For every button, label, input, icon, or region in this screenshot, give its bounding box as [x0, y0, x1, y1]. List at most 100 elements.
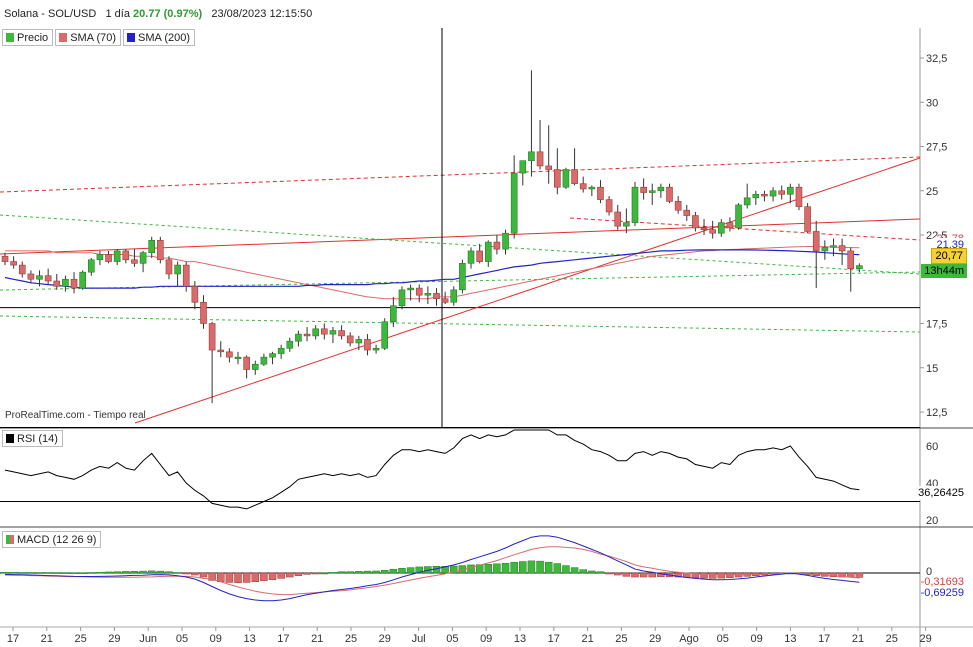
macd-hist-bar — [484, 563, 493, 574]
macd-hist-bar — [553, 563, 562, 574]
legend-macd-label: MACD (12 26 9) — [17, 533, 97, 546]
x-tick-label: 21 — [581, 633, 593, 645]
candle-body — [260, 356, 268, 365]
candle-body — [372, 347, 380, 351]
y-tick-label: 25 — [926, 186, 938, 198]
y-tick-label: 12,5 — [926, 407, 947, 419]
x-tick-label: 09 — [750, 633, 762, 645]
watermark: ProRealTime.com - Tiempo real — [5, 410, 146, 421]
candle-body — [182, 264, 190, 287]
candle-body — [208, 323, 216, 351]
macd-hist-bar — [415, 566, 423, 574]
candle-body — [174, 264, 181, 275]
x-tick-label: 05 — [176, 633, 188, 645]
macd-hist-bar — [674, 572, 682, 578]
macd-hist-bar — [536, 560, 544, 574]
candle-body — [510, 172, 518, 234]
macd-hist-bar — [613, 572, 622, 576]
macd-hist-bar — [579, 569, 587, 574]
price-change: (0.97%) — [163, 8, 203, 20]
candle-body — [251, 363, 259, 370]
macd-hist-bar — [113, 571, 121, 574]
macd-hist-bar — [467, 564, 475, 574]
candle-body — [847, 250, 855, 269]
candle-body — [743, 197, 751, 206]
candle-body — [148, 240, 156, 253]
legend-price[interactable]: Precio — [2, 29, 54, 46]
candle-body — [70, 278, 78, 289]
x-tick-label: 29 — [649, 633, 661, 645]
candle-body — [562, 169, 570, 188]
x-tick-label: 13 — [514, 633, 526, 645]
macd-hist-bar — [165, 571, 173, 574]
macd-hist-bar — [544, 561, 553, 574]
candle-body — [761, 193, 768, 197]
macd-hist-bar — [639, 572, 648, 578]
x-tick-label: 09 — [480, 633, 492, 645]
x-tick-label: 25 — [345, 633, 357, 645]
macd-hist-bar — [139, 570, 147, 574]
candle-body — [545, 165, 552, 170]
candle-body — [407, 287, 414, 291]
legend-price-label: Precio — [17, 31, 49, 44]
candle-body — [390, 305, 397, 323]
last-price-tag: 20,77 — [931, 248, 967, 264]
countdown-tag: 13h44m — [921, 264, 967, 278]
timeframe-label[interactable]: 1 día — [105, 8, 130, 20]
macd-hist-bar — [286, 572, 294, 578]
macd-swatch-icon — [6, 535, 14, 544]
candle-body — [778, 190, 786, 195]
candle-body — [18, 264, 26, 275]
macd-hist-bar — [303, 572, 311, 575]
macd-hist-bar — [363, 570, 372, 574]
legend-rsi[interactable]: RSI (14) — [2, 430, 63, 447]
candle-body — [605, 199, 613, 213]
candle-body — [191, 286, 199, 303]
legend-macd[interactable]: MACD (12 26 9) — [2, 531, 102, 548]
candle-body — [502, 232, 509, 250]
legend-sma70[interactable]: SMA (70) — [55, 29, 122, 46]
macd-hist-bar — [622, 572, 631, 577]
candle-body — [88, 259, 95, 273]
x-tick-label: 17 — [548, 633, 560, 645]
y-tick-label: 27,5 — [926, 142, 947, 154]
macd-hist-bar — [519, 561, 527, 574]
macd-hist-bar — [260, 572, 268, 582]
candle-body — [579, 183, 587, 190]
candle-body — [415, 287, 423, 296]
macd-hist-bar — [35, 572, 44, 574]
x-tick-label: 21 — [311, 633, 323, 645]
candle-body — [821, 247, 829, 252]
macd-hist-bar — [87, 572, 96, 574]
candle-body — [709, 229, 716, 234]
candle-body — [269, 353, 276, 358]
instrument-title: Solana - SOL/USD — [4, 8, 97, 20]
macd-hist-bar — [208, 572, 216, 581]
candle-body — [295, 333, 302, 342]
macd-hist-bar — [700, 572, 708, 579]
macd-hist-bar — [173, 572, 182, 574]
macd-hist-bar — [708, 572, 717, 579]
candle-body — [571, 169, 578, 184]
y-tick-label: 32,5 — [926, 53, 947, 65]
macd-hist-bar — [294, 572, 303, 576]
x-tick-label: 17 — [7, 633, 19, 645]
macd-hist-bar — [199, 572, 208, 578]
macd-hist-bar — [147, 570, 156, 574]
candle-body — [769, 190, 777, 197]
macd-hist-bar — [44, 572, 52, 574]
candle-body — [450, 289, 458, 303]
green-dashed-line-3 — [0, 315, 921, 333]
candle-body — [329, 330, 337, 335]
legend-sma200[interactable]: SMA (200) — [123, 29, 196, 46]
candle-body — [217, 349, 225, 353]
red-uptrend-line — [134, 157, 921, 424]
candle-body — [726, 222, 734, 229]
x-tick-label: Jul — [412, 633, 426, 645]
candle-body — [364, 339, 371, 351]
macd-hist-bar — [27, 572, 35, 574]
x-tick-label: 21 — [852, 633, 864, 645]
macd-hist-bar — [329, 572, 337, 574]
macd-hist-bar — [631, 572, 639, 578]
